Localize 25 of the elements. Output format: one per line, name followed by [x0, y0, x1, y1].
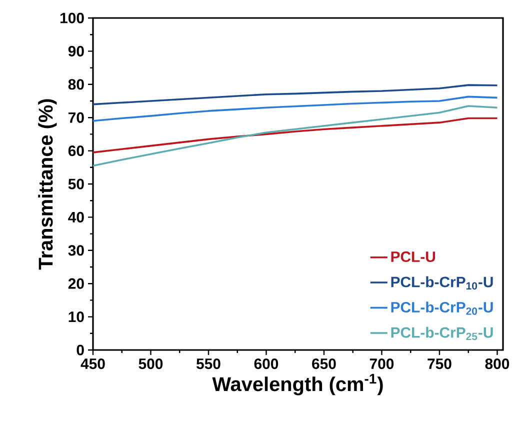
legend-label: PCL-U — [391, 251, 436, 262]
legend-label: PCL-b-CrP$_{25}$-U — [391, 326, 493, 340]
y-tick-label: 10 — [68, 312, 84, 322]
y-tick-label: 50 — [68, 178, 84, 190]
y-tick-label: 100 — [60, 12, 84, 24]
x-tick-label: 600 — [254, 358, 278, 370]
x-tick-label: 750 — [428, 358, 452, 370]
y-tick-label: 80 — [68, 79, 84, 90]
x-tick-label: 500 — [138, 358, 163, 370]
y-tick-label: 20 — [68, 278, 84, 289]
y-tick-label: 30 — [68, 245, 84, 256]
y-tick-label: 40 — [68, 212, 84, 222]
y-tick-label: 60 — [68, 146, 84, 156]
x-tick-label: 650 — [312, 358, 336, 370]
x-tick-label: 700 — [370, 358, 394, 370]
y-axis-title: Transmittance (%) — [38, 99, 57, 270]
x-tick-label: 550 — [196, 358, 220, 370]
y-tick-label: 70 — [68, 112, 84, 123]
x-axis-title: Wavelength (cm$^{-1}$) — [212, 374, 383, 396]
legend-label: PCL-b-CrP$_{20}$-U — [391, 302, 493, 315]
legend-label: PCL-b-CrP$_{10}$-U — [391, 276, 493, 290]
y-tick-label: 90 — [68, 46, 84, 56]
x-tick-label: 450 — [80, 358, 105, 370]
x-tick-label: 800 — [485, 358, 510, 370]
y-tick-label: 0 — [76, 344, 84, 356]
